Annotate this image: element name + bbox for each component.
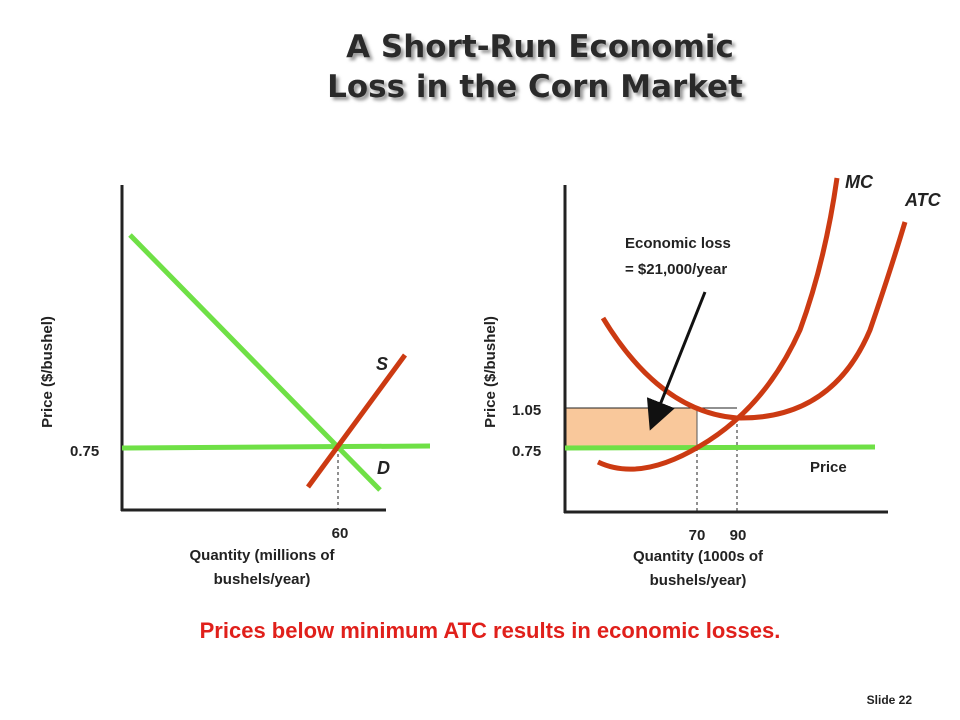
supply-curve bbox=[305, 353, 408, 489]
annotation: Economic loss bbox=[625, 235, 731, 252]
x-label: Quantity (millions of bbox=[190, 547, 336, 564]
price-line bbox=[121, 443, 431, 451]
annotation: = $21,000/year bbox=[625, 261, 727, 278]
x-label: bushels/year) bbox=[214, 571, 311, 588]
x-label: bushels/year) bbox=[650, 572, 747, 589]
x-label: Quantity (1000s of bbox=[633, 548, 764, 565]
y-tick: 1.05 bbox=[512, 402, 541, 419]
title-line: A Short-Run Economic bbox=[346, 29, 734, 65]
firm-diagram: Economic loss = $21,000/year MC ATC Pric… bbox=[482, 172, 942, 589]
x-tick: 70 bbox=[689, 527, 706, 544]
price-tick: 0.75 bbox=[70, 443, 99, 460]
x-tick: 90 bbox=[730, 527, 747, 544]
market-diagram: S D 0.75 60 Quantity (millions of bushel… bbox=[39, 185, 431, 588]
arrow bbox=[646, 291, 707, 431]
supply-label: S bbox=[376, 354, 388, 374]
footer: Slide 22 bbox=[867, 693, 913, 707]
caption: Prices below minimum ATC results in econ… bbox=[200, 618, 781, 643]
loss-area bbox=[564, 407, 698, 449]
price-label: Price bbox=[810, 459, 847, 476]
y-label: Price ($/bushel) bbox=[39, 316, 56, 428]
atc-label: ATC bbox=[904, 190, 942, 210]
quantity-tick: 60 bbox=[332, 525, 349, 542]
y-tick: 0.75 bbox=[512, 443, 541, 460]
mc-label: MC bbox=[845, 172, 874, 192]
price-line bbox=[564, 444, 876, 451]
mc-curve bbox=[596, 177, 840, 472]
demand-label: D bbox=[377, 458, 390, 478]
atc-curve bbox=[600, 221, 908, 421]
title-line: Loss in the Corn Market bbox=[327, 69, 743, 105]
demand-curve bbox=[128, 233, 382, 492]
y-label: Price ($/bushel) bbox=[482, 316, 499, 428]
